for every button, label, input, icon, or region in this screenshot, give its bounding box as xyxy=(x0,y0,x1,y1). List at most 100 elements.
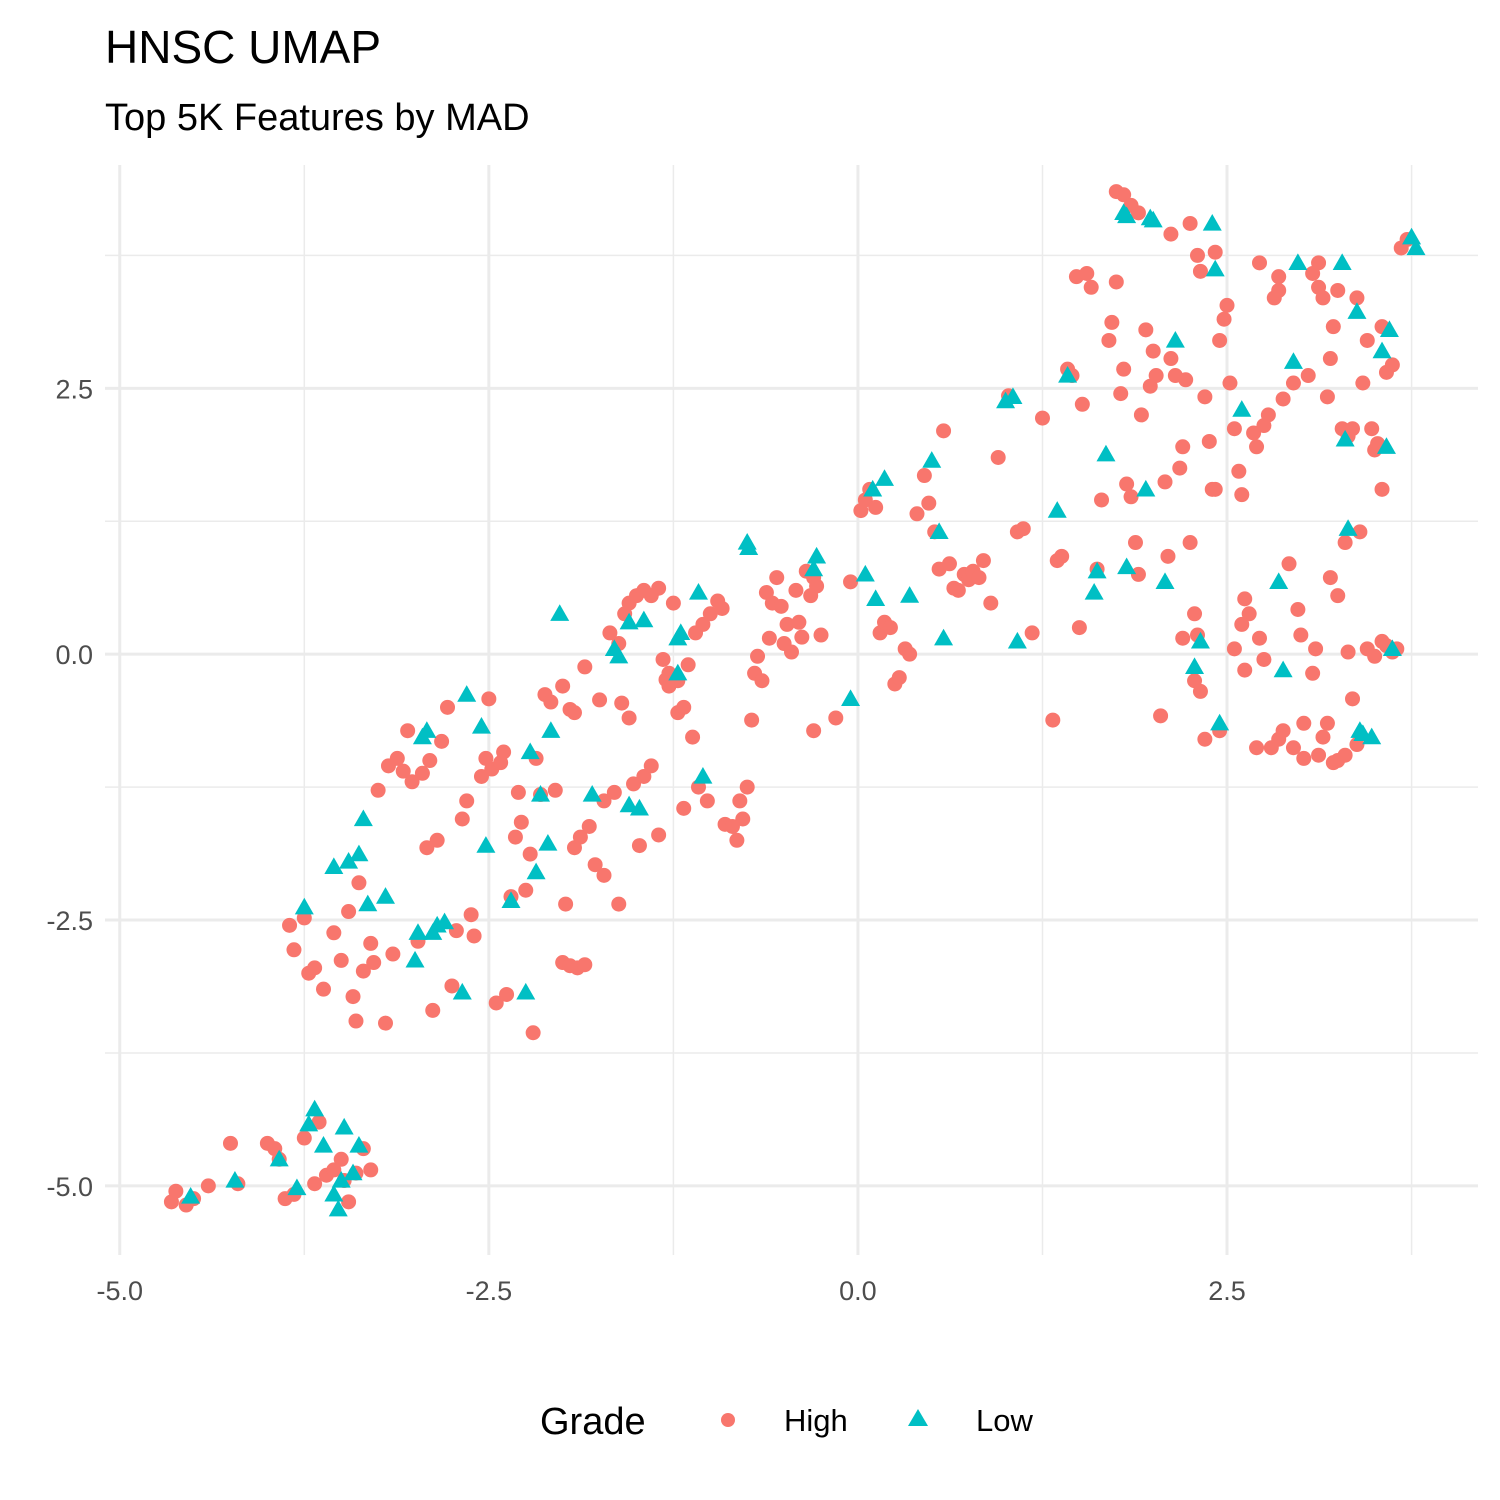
point-low xyxy=(1269,572,1289,589)
point-high xyxy=(643,758,659,774)
point-low xyxy=(900,586,920,603)
point-high xyxy=(631,838,647,854)
point-low xyxy=(855,564,875,582)
point-high xyxy=(651,827,667,843)
point-high xyxy=(695,616,711,632)
point-high xyxy=(395,763,411,779)
point-low xyxy=(181,1187,201,1204)
point-high xyxy=(333,1151,349,1167)
point-low xyxy=(1205,259,1225,277)
point-high xyxy=(425,1002,441,1018)
point-low xyxy=(550,604,570,621)
point-low xyxy=(225,1171,245,1188)
point-high xyxy=(1113,386,1129,402)
point-high xyxy=(1101,332,1117,348)
point-low xyxy=(408,923,428,940)
point-low xyxy=(476,836,496,853)
point-high xyxy=(326,1162,342,1178)
point-high xyxy=(1045,712,1061,728)
point-high xyxy=(510,784,526,800)
point-low xyxy=(1136,479,1156,497)
point-high xyxy=(744,712,760,728)
point-high xyxy=(1271,269,1287,285)
point-low xyxy=(863,479,883,497)
point-high xyxy=(1207,481,1223,497)
point-low xyxy=(1406,238,1426,256)
point-high xyxy=(1212,332,1228,348)
point-high xyxy=(1127,535,1143,551)
point-high xyxy=(341,904,357,920)
point-high xyxy=(348,1013,364,1029)
legend-title: Grade xyxy=(540,1401,646,1443)
point-high xyxy=(611,896,627,912)
point-low xyxy=(619,795,639,813)
point-high xyxy=(547,782,563,798)
point-high xyxy=(843,574,859,590)
point-high xyxy=(518,882,534,898)
point-high xyxy=(1123,489,1139,505)
point-high xyxy=(1015,521,1031,537)
legend-low-label: Low xyxy=(976,1403,1033,1438)
point-high xyxy=(1252,255,1268,271)
point-high xyxy=(1249,439,1265,455)
point-high xyxy=(1285,740,1301,756)
point-low xyxy=(435,912,455,930)
point-high xyxy=(355,963,371,979)
point-high xyxy=(1322,570,1338,586)
point-high xyxy=(916,468,932,484)
point-low xyxy=(1273,660,1293,678)
point-high xyxy=(1367,648,1383,664)
point-high xyxy=(739,779,755,795)
point-high xyxy=(363,1162,379,1178)
point-high xyxy=(1160,548,1176,564)
point-high xyxy=(286,942,302,958)
point-low xyxy=(331,1171,351,1188)
chart-subtitle: Top 5K Features by MAD xyxy=(105,97,530,139)
point-high xyxy=(1345,691,1361,707)
point-low xyxy=(1332,253,1352,270)
legend: Grade High Low xyxy=(540,1401,1033,1443)
point-low xyxy=(1185,657,1205,675)
x-tick-label: 0.0 xyxy=(839,1276,877,1306)
point-high xyxy=(463,907,479,923)
point-high xyxy=(1340,644,1356,660)
point-low xyxy=(328,1199,348,1217)
point-high xyxy=(1148,368,1164,384)
point-low xyxy=(1155,572,1175,589)
point-low xyxy=(471,716,491,734)
point-high xyxy=(784,644,799,660)
point-high xyxy=(168,1183,184,1199)
point-high xyxy=(1094,492,1110,508)
point-high xyxy=(676,699,692,715)
point-high xyxy=(975,553,991,569)
point-low xyxy=(1288,253,1308,270)
point-low xyxy=(996,391,1016,409)
point-high xyxy=(1275,723,1291,739)
point-high xyxy=(434,733,450,749)
point-high xyxy=(1275,391,1291,407)
point-high xyxy=(1246,425,1262,441)
point-high xyxy=(419,840,435,856)
point-high xyxy=(655,651,671,667)
point-high xyxy=(333,952,349,968)
point-high xyxy=(602,625,618,641)
point-high xyxy=(1083,279,1099,295)
point-low xyxy=(334,1117,354,1135)
point-high xyxy=(507,829,523,845)
point-high xyxy=(1305,665,1321,681)
point-high xyxy=(592,692,608,708)
point-high xyxy=(429,832,445,848)
point-low xyxy=(1190,631,1210,649)
point-high xyxy=(1374,481,1390,497)
point-high xyxy=(1187,606,1203,622)
point-high xyxy=(891,670,907,686)
point-high xyxy=(1322,351,1338,367)
point-high xyxy=(596,793,612,809)
point-high xyxy=(1130,566,1146,582)
point-high xyxy=(366,955,382,971)
point-low xyxy=(1058,366,1078,383)
point-high xyxy=(1116,361,1132,377)
point-high xyxy=(1138,322,1154,338)
point-high xyxy=(1216,311,1232,327)
point-low xyxy=(417,721,437,738)
